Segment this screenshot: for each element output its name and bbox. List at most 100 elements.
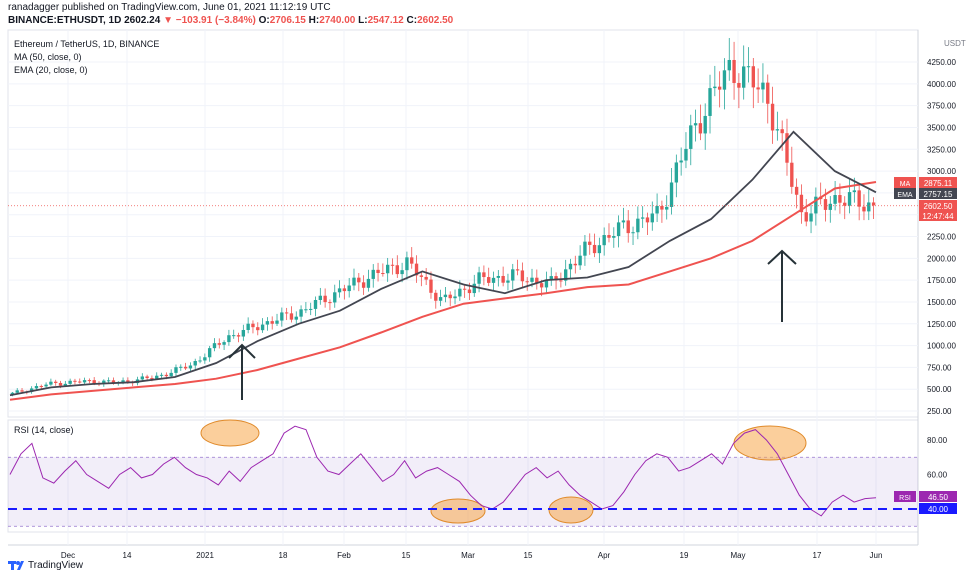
- time-tick-label: Jun: [870, 551, 883, 560]
- candle-body: [438, 297, 443, 301]
- candle-body: [756, 87, 760, 90]
- candle-body: [385, 264, 390, 274]
- candle-body: [621, 220, 626, 223]
- candle-body: [140, 376, 144, 380]
- candle-body: [487, 277, 491, 283]
- candle-body: [563, 269, 568, 281]
- candle-body: [227, 335, 231, 343]
- candle-body: [814, 196, 818, 214]
- candle-body: [751, 66, 756, 88]
- rsi-support-label-value: 40.00: [928, 505, 949, 514]
- rsi-value-label-box: [919, 491, 957, 502]
- candle-body: [568, 263, 573, 270]
- time-tick-label: 15: [524, 551, 533, 560]
- candle-body: [20, 390, 24, 392]
- rsi-support-label: 40.00: [919, 503, 957, 514]
- candle-body: [212, 343, 217, 349]
- candle-body: [742, 66, 746, 88]
- candle-body: [852, 190, 857, 193]
- ma-price-label-box: [919, 177, 957, 188]
- ema-price-label-tag-text: EMA: [897, 192, 913, 199]
- candle-body: [467, 289, 472, 294]
- candle-body: [665, 206, 669, 210]
- ohlc-high: 2740.00: [319, 15, 356, 26]
- candle-body: [799, 194, 804, 213]
- candle-body: [559, 280, 563, 282]
- candle-body: [318, 295, 323, 301]
- symbol-name[interactable]: BINANCE:ETHUSDT, 1D: [8, 15, 122, 26]
- candle-body: [650, 213, 654, 223]
- candle-body: [284, 312, 289, 314]
- candle-body: [323, 295, 327, 303]
- candle-body: [102, 380, 106, 384]
- candle-body: [34, 386, 39, 389]
- candle-body: [232, 335, 236, 337]
- ma-price-label-tag-text: MA: [900, 181, 911, 188]
- candle-body: [727, 59, 731, 71]
- candle-body: [679, 160, 683, 163]
- price-tick-label: 4000.00: [927, 80, 956, 89]
- candle-body: [39, 386, 43, 388]
- time-tick-label: 17: [813, 551, 822, 560]
- last-price-label-sub: 12:47:44: [922, 212, 954, 221]
- candle-body: [188, 365, 193, 369]
- candle-body: [737, 82, 741, 88]
- candle-body: [395, 265, 399, 275]
- ohlc-open: 2706.15: [269, 15, 306, 26]
- candle-body: [790, 162, 794, 187]
- price-tick-label: 3250.00: [927, 145, 956, 154]
- candle-body: [376, 269, 380, 274]
- time-tick-label: May: [730, 551, 745, 560]
- price-tick-label: 3750.00: [927, 102, 956, 111]
- candle-body: [530, 277, 534, 282]
- candle-body: [684, 148, 688, 161]
- price-tick-label: 500.00: [927, 385, 952, 394]
- candle-body: [381, 273, 385, 275]
- candle-body: [217, 343, 221, 345]
- price-axis-unit: USDT: [944, 39, 966, 48]
- candle-body: [222, 342, 226, 345]
- candle-body: [693, 123, 698, 126]
- rsi-overbought-highlight-1: [200, 419, 260, 447]
- candle-body: [631, 232, 635, 234]
- price-tick-label: 1500.00: [927, 298, 956, 307]
- ema-price-label-value: 2757.15: [924, 190, 953, 199]
- candle-body: [843, 202, 847, 206]
- candle-body: [857, 190, 861, 207]
- candle-body: [164, 374, 169, 377]
- candle-body: [496, 275, 501, 278]
- up-arrow-annotation-2: [767, 249, 797, 322]
- candle-body: [636, 218, 640, 233]
- candle-body: [333, 292, 337, 303]
- candle-body: [92, 380, 96, 384]
- footer-brand[interactable]: TradingView: [28, 559, 84, 571]
- candle-body: [169, 372, 173, 377]
- candle-body: [111, 380, 116, 383]
- candle-body: [607, 235, 611, 238]
- ma-price-label: MA 2875.11: [894, 177, 957, 188]
- candle-body: [313, 300, 318, 309]
- rsi-value-label-value: 46.50: [928, 493, 949, 502]
- candle-body: [429, 279, 433, 293]
- candle-body: [342, 288, 347, 292]
- candle-body: [410, 257, 414, 264]
- candle-body: [616, 222, 621, 237]
- candle-body: [174, 367, 178, 373]
- rsi-value-label-tag-text: RSI: [899, 495, 911, 502]
- last-price: 2602.24: [124, 15, 161, 26]
- ohlc-low-label: L:: [358, 15, 368, 26]
- tradingview-logo-icon: [8, 559, 24, 571]
- candle-body: [746, 66, 751, 68]
- candle-body: [626, 220, 630, 234]
- candle-body: [708, 88, 712, 116]
- last-price-label-box: [919, 200, 957, 221]
- candle-body: [294, 316, 298, 320]
- time-tick-label: 14: [123, 551, 132, 560]
- candle-body: [732, 59, 736, 83]
- rsi-support-label-box: [919, 503, 957, 514]
- candle-body: [775, 129, 780, 131]
- last-price-label-value: 2602.50: [924, 202, 953, 211]
- candle-body: [246, 323, 250, 330]
